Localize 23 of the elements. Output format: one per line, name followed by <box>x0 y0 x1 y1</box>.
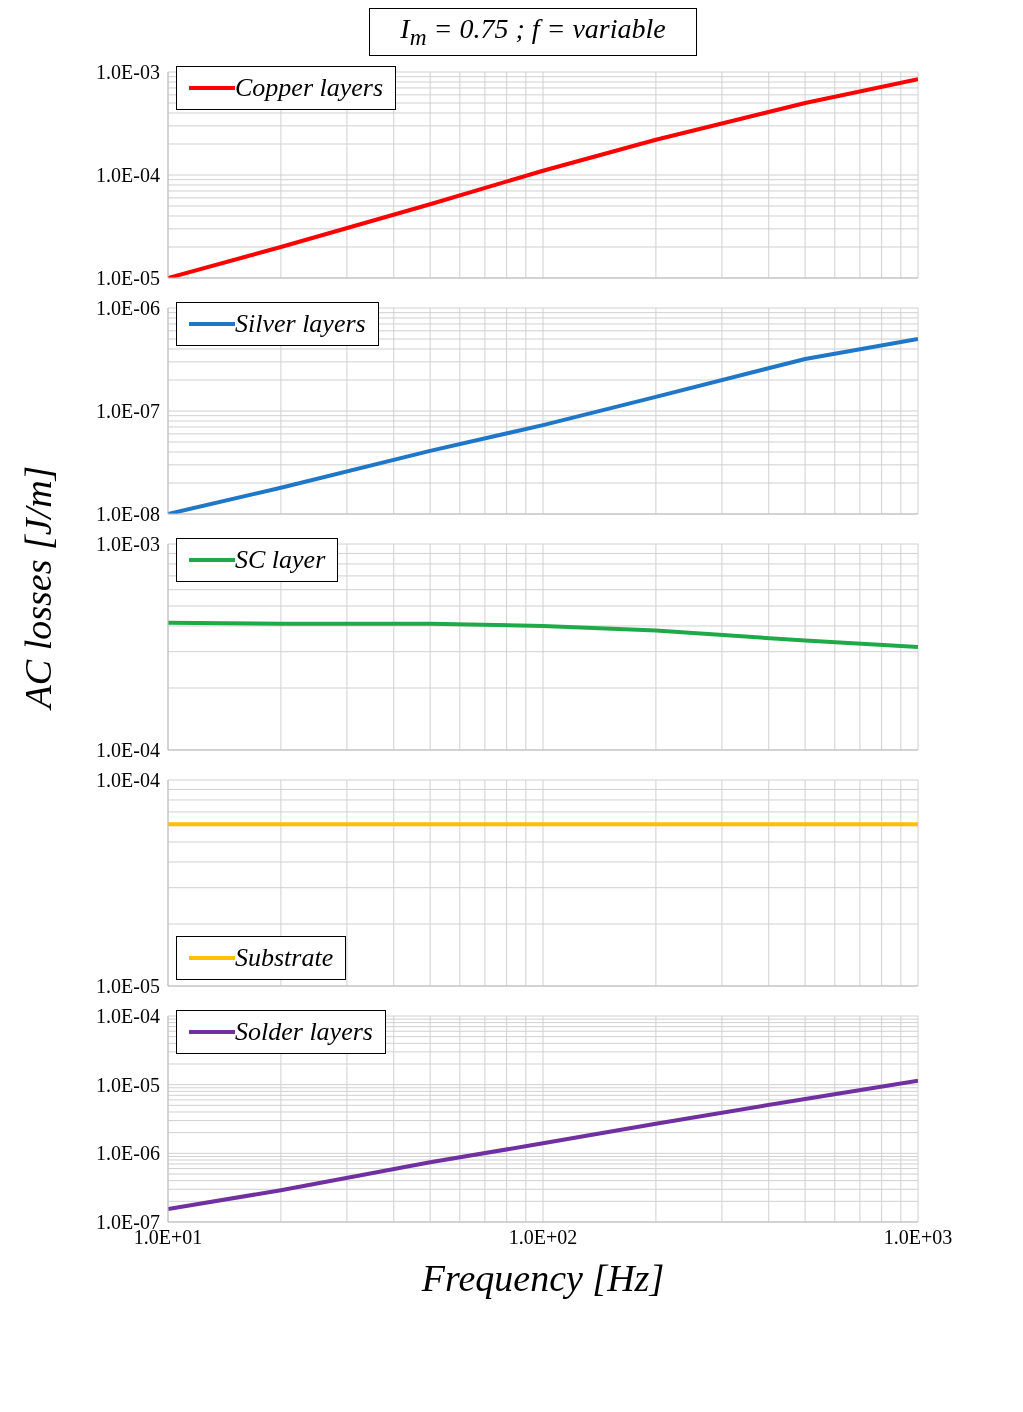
y-tick-label: 1.0E-05 <box>96 266 160 289</box>
y-tick-label: 1.0E-03 <box>96 532 160 555</box>
y-tick-label: 1.0E-07 <box>96 399 160 422</box>
y-tick-label: 1.0E-05 <box>96 974 160 997</box>
y-tick-label: 1.0E-04 <box>96 738 160 761</box>
y-tick-label: 1.0E-05 <box>96 1073 160 1096</box>
legend-label: Substrate <box>235 942 334 973</box>
y-tick-label: 1.0E-04 <box>96 163 160 186</box>
x-tick-label: 1.0E+02 <box>508 1225 578 1248</box>
y-tick-label: 1.0E-04 <box>96 1004 160 1027</box>
y-axis-title: AC losses [J/m] <box>16 465 60 709</box>
y-tick-label: 1.0E-06 <box>96 296 160 319</box>
y-tick-label: 1.0E-03 <box>96 60 160 83</box>
legend-label: Solder layers <box>235 1016 373 1047</box>
legend-label: Copper layers <box>235 72 384 103</box>
y-tick-label: 1.0E-06 <box>96 1142 160 1165</box>
legend-label: Silver layers <box>235 308 366 339</box>
y-tick-label: 1.0E-08 <box>96 502 160 525</box>
legend-label: SC layer <box>235 544 326 575</box>
x-axis-title: Frequency [Hz] <box>421 1256 665 1299</box>
x-tick-label: 1.0E+03 <box>883 1225 953 1248</box>
y-tick-label: 1.0E-04 <box>96 768 160 791</box>
chart-title: I$_{m}$ = 0.75 ; f = variable <box>369 8 697 56</box>
